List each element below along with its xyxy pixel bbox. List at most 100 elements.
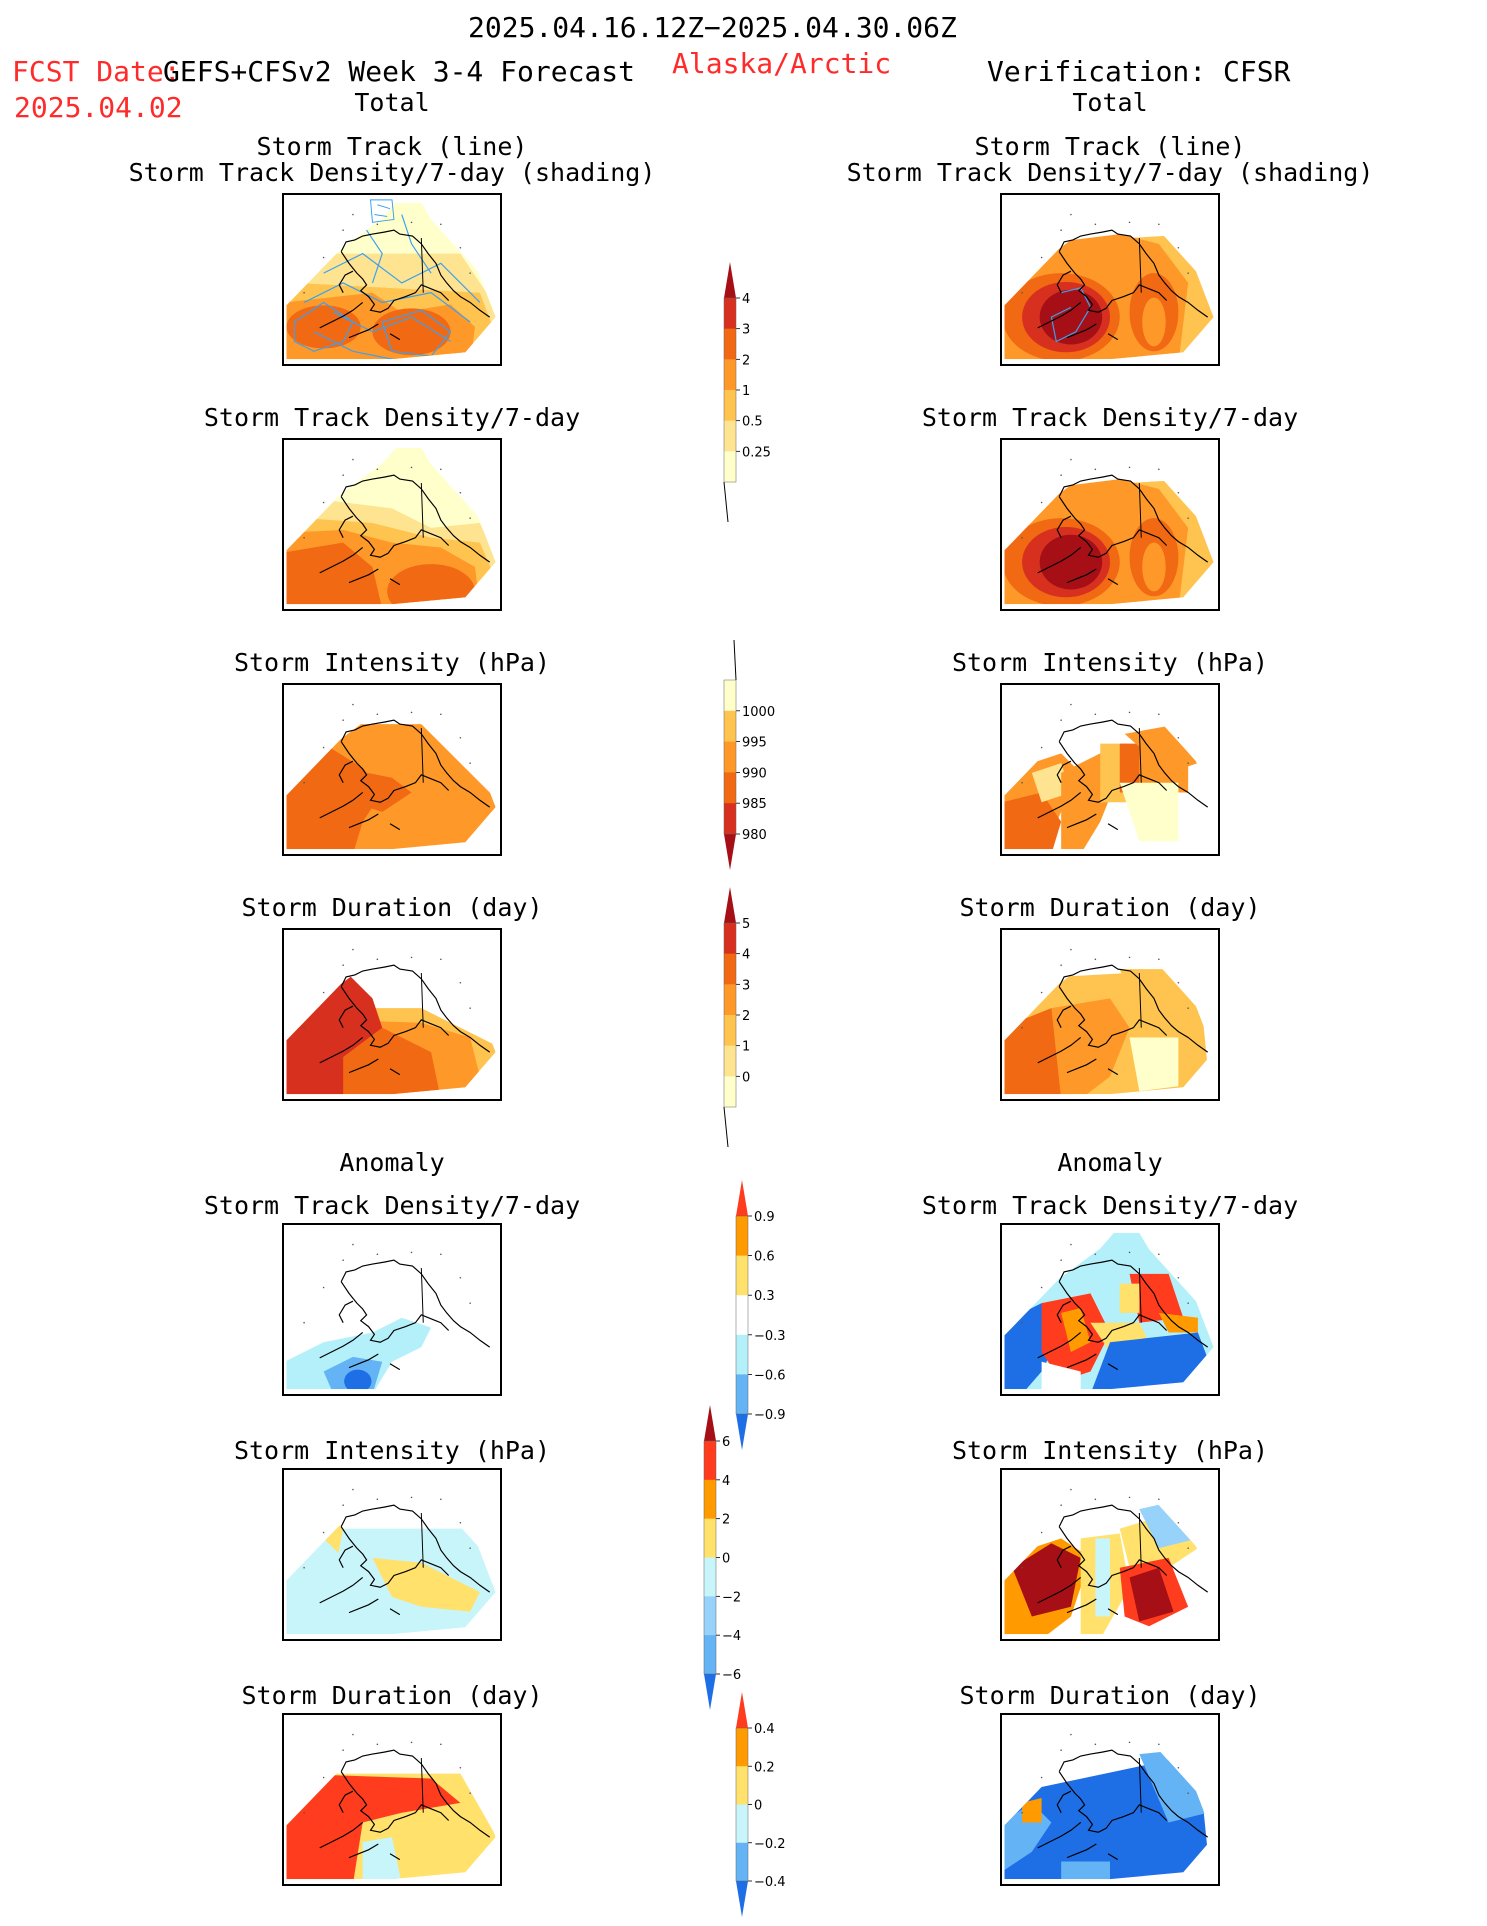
density_anom-tick-label: −0.3 <box>754 1329 786 1344</box>
density_anom-tick-label: 0.3 <box>754 1289 775 1304</box>
duration_anom-tick-label: −0.2 <box>754 1837 786 1852</box>
left-title-duration: Storm Duration (day) <box>241 893 543 922</box>
density_anom-segment <box>736 1295 748 1336</box>
density_total-segment <box>724 420 736 452</box>
left-title-anom-track-density: Storm Track Density/7-day <box>203 1191 581 1220</box>
right-title-anom-intensity: Storm Intensity (hPa) <box>951 1436 1269 1465</box>
intensity_anom-tick-label: 6 <box>722 1435 730 1450</box>
date-range-title: 2025.04.16.12Z−2025.04.30.06Z <box>468 11 957 44</box>
density_total-tick-label: 0.25 <box>742 445 771 460</box>
map-verif-anom-intensity <box>1000 1468 1220 1641</box>
map-verif-duration <box>1000 928 1220 1101</box>
duration_total-segment <box>724 953 736 985</box>
verification-label: Verification: CFSR <box>987 55 1291 88</box>
duration_anom-tick-label: 0.2 <box>754 1760 775 1775</box>
map-fcst-duration <box>282 928 502 1101</box>
left-title-track-density: Storm Track Density/7-day <box>203 403 581 432</box>
left-title-track-line: Storm Track (line) <box>256 132 528 161</box>
map-verif-intensity <box>1000 683 1220 856</box>
right-title-track-density: Storm Track Density/7-day <box>921 403 1299 432</box>
right-title-duration: Storm Duration (day) <box>959 893 1261 922</box>
intensity_total-segment <box>724 710 736 743</box>
colorbar-duration-anom: 0.4 0.2 0 −0.2 −0.4 <box>732 1692 792 1926</box>
map-fcst-intensity <box>282 683 502 856</box>
map-fcst-anom-track-density <box>282 1223 502 1396</box>
left-title-track-density-shading: Storm Track Density/7-day (shading) <box>128 158 656 187</box>
map-verif-anom-track-density <box>1000 1223 1220 1396</box>
right-title-track-line: Storm Track (line) <box>974 132 1246 161</box>
duration_total-segment <box>724 1015 736 1047</box>
duration_anom-segment <box>736 1804 748 1844</box>
duration_anom-segment <box>736 1842 748 1882</box>
left-title-anom-duration: Storm Duration (day) <box>241 1681 543 1710</box>
density_anom-segment <box>736 1334 748 1375</box>
intensity_anom-tick-label: 2 <box>722 1513 730 1528</box>
map-fcst-anom-duration <box>282 1713 502 1886</box>
density_total-segment <box>724 298 736 330</box>
colorbar-duration-total: 5 4 3 2 1 0 <box>720 887 780 1181</box>
region-label: Alaska/Arctic <box>672 47 892 80</box>
density_total-segment <box>724 451 736 483</box>
density_total-tick-label: 4 <box>742 292 750 307</box>
duration_total-top-triangle <box>724 887 736 923</box>
duration_anom-tick-label: 0.4 <box>754 1722 775 1737</box>
intensity_anom-tick-label: −2 <box>722 1590 741 1605</box>
intensity_anom-segment <box>704 1479 716 1520</box>
duration_anom-top-triangle <box>736 1692 748 1728</box>
density_total-segment <box>724 359 736 391</box>
density_anom-tick-label: 0.6 <box>754 1250 775 1265</box>
intensity_total-segment <box>724 772 736 804</box>
density_anom-segment <box>736 1255 748 1296</box>
duration_total-segment <box>724 984 736 1016</box>
intensity_anom-segment <box>704 1518 716 1558</box>
intensity_anom-segment <box>704 1441 716 1481</box>
intensity_anom-segment <box>704 1635 716 1675</box>
density_total-segment <box>724 390 736 422</box>
left-total-label: Total <box>354 88 430 117</box>
intensity_anom-tick-label: −4 <box>722 1629 741 1644</box>
intensity_anom-tick-label: 4 <box>722 1474 730 1489</box>
left-title-anom-intensity: Storm Intensity (hPa) <box>233 1436 551 1465</box>
duration_total-tick-label: 2 <box>742 1009 750 1024</box>
density_total-top-triangle <box>724 262 736 298</box>
right-title-track-density-shading: Storm Track Density/7-day (shading) <box>846 158 1374 187</box>
duration_total-tick-label: 0 <box>742 1070 750 1085</box>
density_anom-segment <box>736 1374 748 1415</box>
density_anom-bottom-triangle <box>736 1414 748 1450</box>
forecast-name: GEFS+CFSv2 Week 3-4 Forecast <box>163 55 636 88</box>
duration_anom-bottom-triangle <box>736 1881 748 1917</box>
density_total-segment <box>724 328 736 360</box>
intensity_total-segment <box>724 680 736 712</box>
duration_anom-tick-label: 0 <box>754 1799 762 1814</box>
map-fcst-anom-intensity <box>282 1468 502 1641</box>
density_total-tick-label: 2 <box>742 353 750 368</box>
density_anom-tick-label: 0.9 <box>754 1210 775 1225</box>
intensity_total-tick-label: 995 <box>742 736 767 751</box>
right-title-anom-duration: Storm Duration (day) <box>959 1681 1261 1710</box>
intensity_total-tick-label: 990 <box>742 766 767 781</box>
colorbar-density-total: 4 3 2 1 0.5 0.25 <box>720 262 780 556</box>
map-verif-track-line <box>1000 193 1220 366</box>
left-title-intensity: Storm Intensity (hPa) <box>233 648 551 677</box>
intensity_anom-tick-label: −6 <box>722 1668 741 1683</box>
duration_anom-segment <box>736 1766 748 1805</box>
duration_total-segment <box>724 1076 736 1108</box>
right-title-intensity: Storm Intensity (hPa) <box>951 648 1269 677</box>
left-anomaly-label: Anomaly <box>339 1148 445 1177</box>
duration_total-tick-label: 1 <box>742 1040 750 1055</box>
duration_anom-tick-label: −0.4 <box>754 1875 786 1890</box>
intensity_total-tick-label: 980 <box>742 828 767 843</box>
map-fcst-track-line <box>282 193 502 366</box>
intensity_total-tick-label: 985 <box>742 797 767 812</box>
map-verif-track-density <box>1000 438 1220 611</box>
intensity_anom-tick-label: 0 <box>722 1552 730 1567</box>
duration_total-tick-label: 5 <box>742 917 750 932</box>
intensity_total-segment <box>724 741 736 773</box>
duration_total-segment <box>724 1045 736 1077</box>
intensity_anom-segment <box>704 1557 716 1597</box>
intensity_anom-bottom-triangle <box>704 1674 716 1710</box>
fcst-date-label: FCST Date: <box>12 55 181 88</box>
intensity_total-tick-label: 1000 <box>742 705 775 720</box>
duration_total-segment <box>724 923 736 955</box>
density_anom-top-triangle <box>736 1180 748 1216</box>
